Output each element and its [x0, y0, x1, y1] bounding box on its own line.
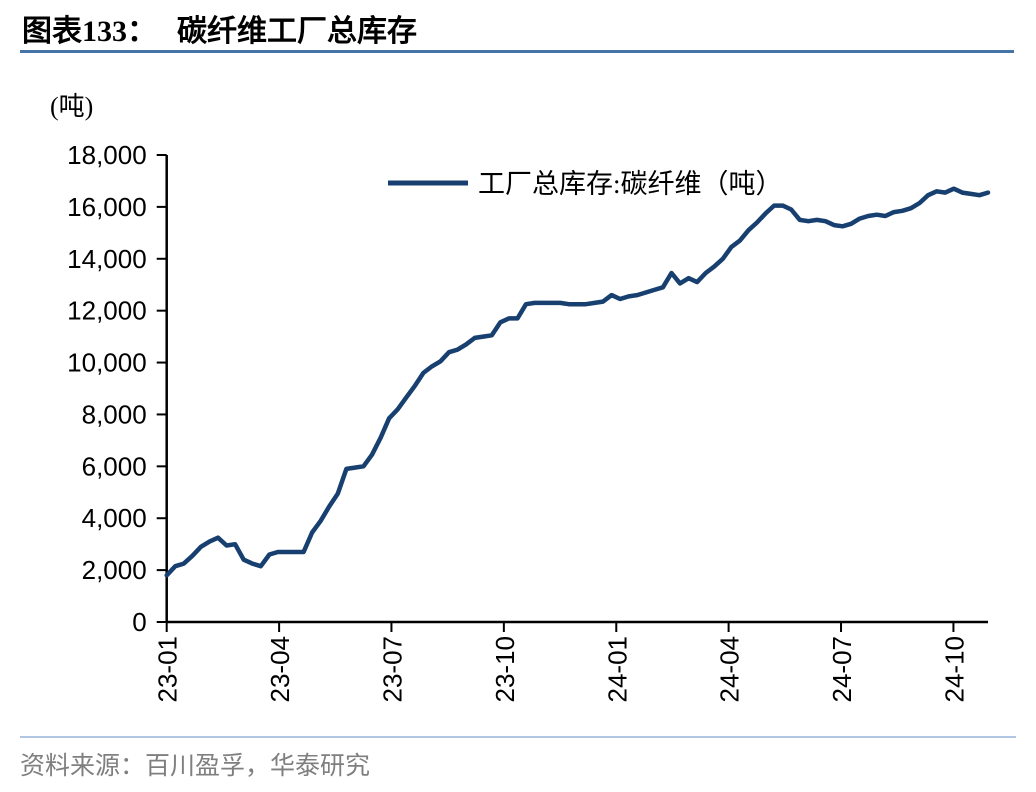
y-axis-unit-label: (吨) — [50, 92, 94, 121]
source-note: 资料来源：百川盈孚，华泰研究 — [20, 753, 371, 780]
y-tick-label: 6,000 — [82, 451, 147, 481]
figure-title-text: 碳纤维工厂总库存 — [177, 15, 417, 48]
y-tick-label: 4,000 — [82, 503, 147, 533]
x-tick-label: 23-04 — [265, 636, 295, 703]
title-underline — [20, 50, 1014, 53]
y-tick-label: 8,000 — [82, 399, 147, 429]
y-tick-label: 10,000 — [67, 348, 147, 378]
chart-series — [164, 186, 991, 578]
x-tick-label: 24-04 — [715, 636, 745, 703]
x-tick-label: 24-01 — [602, 636, 632, 703]
y-tick-label: 14,000 — [67, 244, 147, 274]
x-tick-label: 23-10 — [490, 636, 520, 703]
y-tick-label: 12,000 — [67, 296, 147, 326]
y-tick-label: 2,000 — [82, 555, 147, 585]
x-tick-label: 23-07 — [377, 636, 407, 703]
legend-label: 工厂总库存:碳纤维（吨） — [478, 169, 783, 199]
figure-title: 图表133： 碳纤维工厂总库存 — [22, 6, 417, 50]
y-tick-label: 0 — [132, 607, 146, 637]
y-tick-label: 18,000 — [67, 140, 147, 170]
figure-number: 图表133： — [22, 15, 157, 48]
inventory-series-line — [164, 186, 991, 578]
x-tick-label: 24-07 — [827, 636, 857, 703]
x-tick-label: 23-01 — [153, 636, 183, 703]
chart-axes: 0 2,000 4,000 6,000 8,000 10,000 12,000 14,000 1… — [67, 140, 988, 703]
y-tick-label: 16,000 — [67, 192, 147, 222]
x-tick-label: 24-10 — [939, 636, 969, 703]
footer-divider — [20, 736, 1016, 738]
